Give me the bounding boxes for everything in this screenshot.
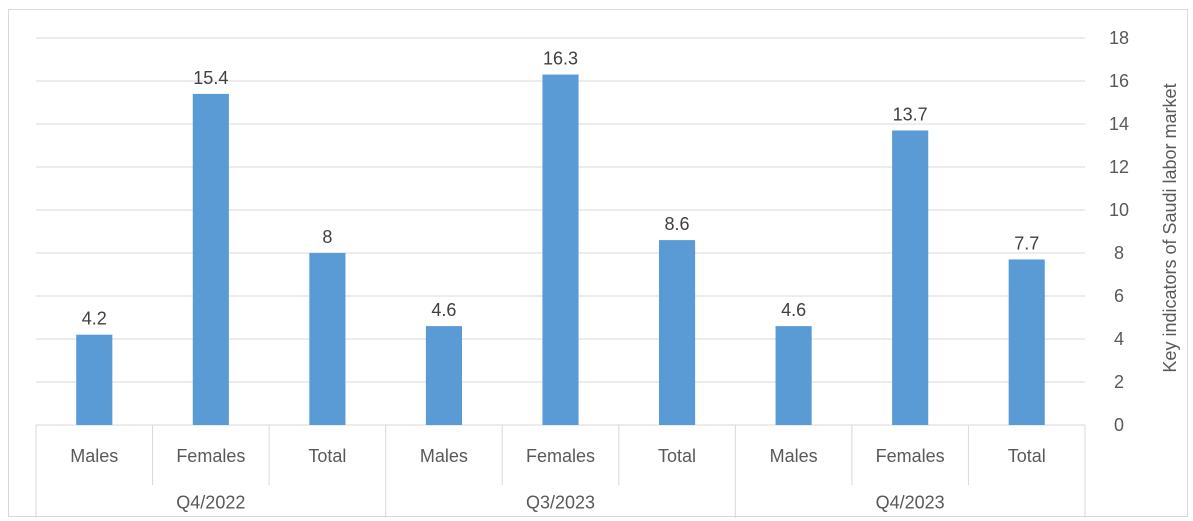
bar bbox=[658, 240, 696, 425]
bar bbox=[192, 93, 229, 426]
y-tick-label: 10 bbox=[1109, 200, 1129, 220]
y-tick-label: 2 bbox=[1114, 372, 1124, 392]
data-labels: 4.2 15.4 8 4.6 16.3 8.6 4.6 13.7 7.7 bbox=[82, 49, 1039, 329]
data-label: 7.7 bbox=[1014, 233, 1039, 253]
group-label: Q4/2022 bbox=[176, 493, 245, 513]
bar-chart: 4.2 15.4 8 4.6 16.3 8.6 4.6 13.7 7.7 0 2 4 6 8 10 12 14… bbox=[35, 28, 1180, 518]
y-tick-label: 0 bbox=[1114, 415, 1124, 435]
chart-frame: 4.2 15.4 8 4.6 16.3 8.6 4.6 13.7 7.7 0 2 4 6 8 10 12 14… bbox=[8, 9, 1188, 518]
y-tick-label: 16 bbox=[1109, 71, 1129, 91]
y-tick-label: 14 bbox=[1109, 114, 1129, 134]
category-label: Total bbox=[658, 446, 696, 466]
category-label: Total bbox=[308, 446, 346, 466]
bar bbox=[542, 74, 579, 426]
bars bbox=[76, 74, 1045, 426]
bar bbox=[425, 326, 463, 425]
data-label: 13.7 bbox=[893, 104, 928, 124]
group-label: Q4/2023 bbox=[876, 493, 945, 513]
bar bbox=[309, 253, 346, 425]
bar bbox=[1008, 259, 1045, 425]
data-label: 8.6 bbox=[665, 214, 690, 234]
category-label: Males bbox=[70, 446, 118, 466]
category-label: Females bbox=[876, 446, 945, 466]
bar bbox=[892, 130, 929, 425]
group-label: Q3/2023 bbox=[526, 493, 595, 513]
data-label: 4.6 bbox=[781, 300, 806, 320]
category-label: Females bbox=[526, 446, 595, 466]
data-label: 16.3 bbox=[543, 49, 578, 69]
category-label: Males bbox=[770, 446, 818, 466]
category-label: Total bbox=[1008, 446, 1046, 466]
bar bbox=[76, 334, 113, 425]
y-axis-ticks: 0 2 4 6 8 10 12 14 16 18 bbox=[1109, 28, 1129, 435]
category-label: Males bbox=[420, 446, 468, 466]
category-label: Females bbox=[176, 446, 245, 466]
y-tick-label: 8 bbox=[1114, 243, 1124, 263]
y-axis-title: Key indicators of Saudi labor market bbox=[1160, 83, 1180, 372]
data-label: 4.2 bbox=[82, 309, 107, 329]
data-label: 15.4 bbox=[193, 68, 228, 88]
data-label: 4.6 bbox=[431, 300, 456, 320]
category-axis: Males Females Total Males Females Total Males F… bbox=[35, 425, 1086, 518]
y-tick-label: 6 bbox=[1114, 286, 1124, 306]
bar bbox=[775, 326, 812, 425]
y-tick-label: 18 bbox=[1109, 28, 1129, 48]
y-tick-label: 12 bbox=[1109, 157, 1129, 177]
data-label: 8 bbox=[322, 227, 332, 247]
y-tick-label: 4 bbox=[1114, 329, 1124, 349]
